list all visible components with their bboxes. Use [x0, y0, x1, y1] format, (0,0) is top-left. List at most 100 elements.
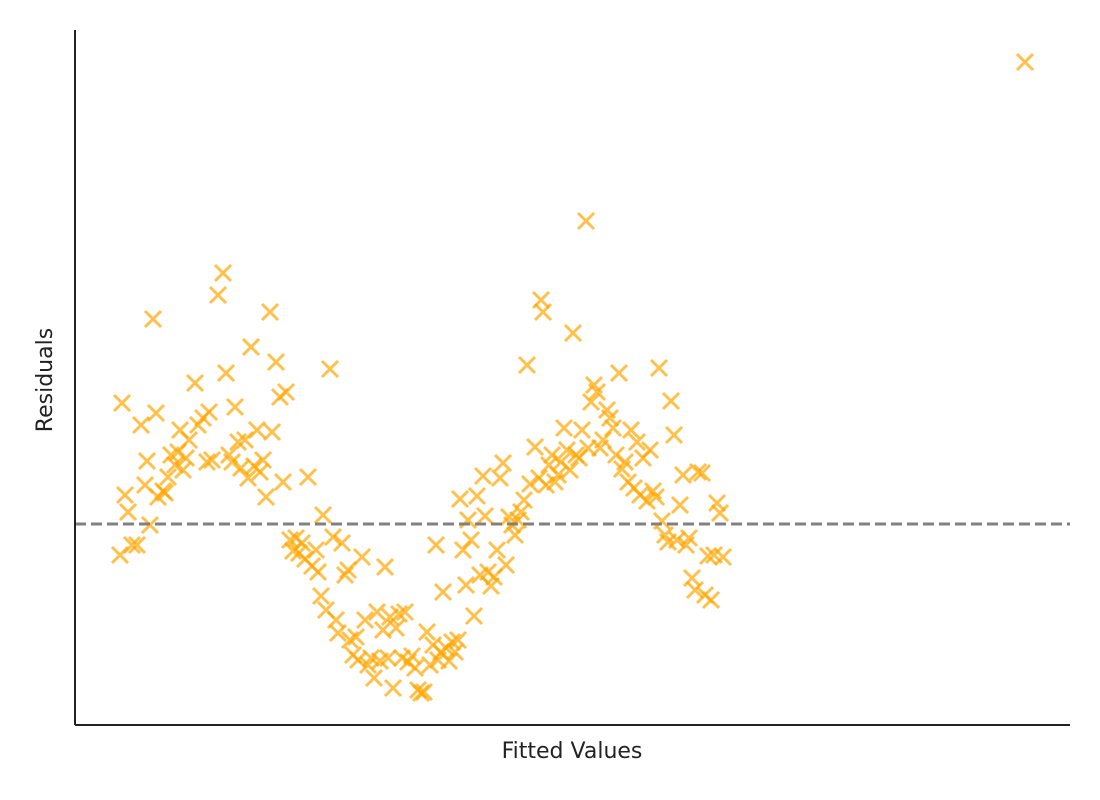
point	[560, 460, 580, 480]
point	[450, 489, 470, 509]
point	[308, 562, 328, 582]
point	[208, 285, 228, 305]
point	[262, 422, 282, 442]
point	[383, 678, 403, 698]
point	[603, 418, 623, 438]
point	[375, 557, 395, 577]
point	[395, 602, 415, 622]
point	[173, 460, 193, 480]
point	[260, 302, 280, 322]
point	[520, 474, 540, 494]
point	[600, 408, 620, 428]
point	[306, 540, 326, 560]
point	[338, 560, 358, 580]
point	[698, 546, 718, 566]
point	[323, 527, 343, 547]
point	[670, 495, 690, 515]
point	[222, 452, 242, 472]
point	[266, 352, 286, 372]
point	[688, 462, 708, 482]
point	[637, 491, 657, 511]
point	[525, 437, 545, 457]
point	[137, 451, 157, 471]
point	[458, 510, 478, 530]
point	[692, 463, 712, 483]
point	[533, 302, 553, 322]
point	[464, 606, 484, 626]
point	[346, 627, 366, 647]
point	[572, 420, 592, 440]
point	[475, 506, 495, 526]
point	[442, 632, 462, 652]
point	[661, 391, 681, 411]
point	[557, 440, 577, 460]
point	[554, 418, 574, 438]
point	[448, 630, 468, 650]
point	[581, 392, 601, 412]
point	[238, 468, 258, 488]
point	[386, 618, 406, 638]
point	[673, 465, 693, 485]
point	[496, 555, 516, 575]
point	[679, 528, 699, 548]
point	[713, 547, 733, 567]
point	[328, 623, 348, 643]
point	[701, 590, 721, 610]
point	[389, 604, 409, 624]
point	[311, 586, 331, 606]
point	[621, 420, 641, 440]
point	[146, 403, 166, 423]
point	[461, 530, 481, 550]
point	[576, 211, 596, 231]
x-axis-label: Fitted Values	[502, 739, 643, 764]
point	[467, 486, 487, 506]
point	[199, 402, 219, 422]
point	[127, 535, 147, 555]
point	[352, 547, 372, 567]
point	[179, 430, 199, 450]
point	[313, 505, 333, 525]
point	[707, 493, 727, 513]
point	[332, 533, 352, 553]
point	[367, 602, 387, 622]
point	[378, 648, 398, 668]
point	[276, 382, 296, 402]
point	[664, 425, 684, 445]
point	[213, 263, 233, 283]
point	[115, 485, 135, 505]
point	[563, 323, 583, 343]
point	[112, 393, 132, 413]
point	[627, 432, 647, 452]
point	[273, 472, 293, 492]
point	[185, 373, 205, 393]
point	[649, 358, 669, 378]
point	[320, 359, 340, 379]
point	[197, 452, 217, 472]
point	[158, 467, 178, 487]
point	[253, 450, 273, 470]
point	[405, 658, 425, 678]
point	[640, 440, 660, 460]
y-axis-label: Residuals	[33, 328, 58, 432]
point	[202, 450, 222, 470]
point	[241, 337, 261, 357]
point	[355, 610, 375, 630]
point	[433, 582, 453, 602]
point	[256, 487, 276, 507]
point	[414, 682, 434, 702]
point	[439, 651, 459, 671]
point	[493, 453, 513, 473]
point	[517, 355, 537, 375]
point	[456, 575, 476, 595]
point	[609, 363, 629, 383]
point	[143, 309, 163, 329]
point	[615, 452, 635, 472]
point	[682, 568, 702, 588]
point	[417, 622, 437, 642]
point	[1015, 52, 1035, 72]
point	[487, 540, 507, 560]
point	[176, 448, 196, 468]
point	[473, 466, 493, 486]
point	[587, 382, 607, 402]
